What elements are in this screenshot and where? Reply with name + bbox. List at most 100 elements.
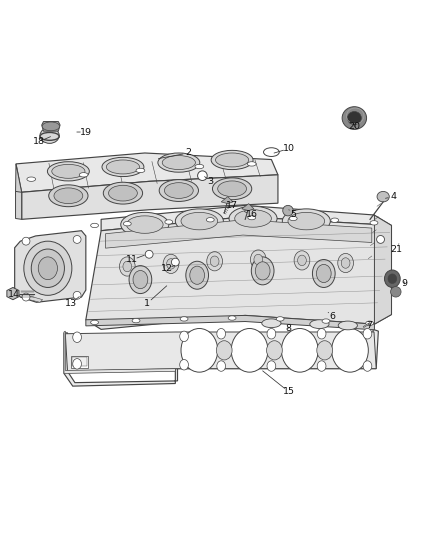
Text: 16: 16 [246,211,258,220]
Ellipse shape [171,258,179,266]
Text: 14: 14 [8,290,20,300]
Ellipse shape [132,318,140,323]
Ellipse shape [47,161,89,181]
Polygon shape [71,356,88,368]
Ellipse shape [254,254,263,265]
Ellipse shape [207,252,223,271]
Text: 8: 8 [286,324,292,333]
Ellipse shape [248,215,256,220]
Text: 20: 20 [348,122,360,131]
Ellipse shape [215,153,249,167]
Ellipse shape [377,191,389,202]
Ellipse shape [42,122,60,131]
Ellipse shape [228,316,236,320]
Text: 9: 9 [402,279,408,288]
Ellipse shape [129,265,152,294]
Ellipse shape [24,241,72,295]
Ellipse shape [52,164,85,179]
Text: 1: 1 [144,299,150,308]
Ellipse shape [289,216,297,221]
Polygon shape [72,357,87,367]
Polygon shape [64,331,175,374]
Text: 15: 15 [283,387,295,397]
Text: 7: 7 [367,321,373,330]
Text: 12: 12 [161,264,173,273]
Polygon shape [42,122,60,131]
Polygon shape [16,153,278,192]
Polygon shape [21,175,278,220]
Ellipse shape [317,328,326,339]
Ellipse shape [370,221,378,225]
Ellipse shape [255,262,270,280]
Polygon shape [65,332,376,372]
Ellipse shape [91,223,99,228]
Ellipse shape [22,237,30,245]
Ellipse shape [217,361,226,372]
Ellipse shape [267,328,276,339]
Ellipse shape [218,181,247,197]
Ellipse shape [31,249,64,287]
Ellipse shape [316,264,331,282]
Ellipse shape [109,185,138,201]
Ellipse shape [127,216,163,233]
Ellipse shape [216,341,232,360]
Ellipse shape [180,317,188,321]
Ellipse shape [267,361,276,372]
Ellipse shape [40,128,59,143]
Ellipse shape [195,164,204,169]
Ellipse shape [121,212,169,237]
Ellipse shape [385,270,400,287]
Ellipse shape [391,287,401,297]
Ellipse shape [123,261,132,272]
Ellipse shape [264,148,279,157]
Polygon shape [64,329,378,386]
Ellipse shape [79,173,88,177]
Text: 17: 17 [226,201,238,210]
Text: 6: 6 [329,312,336,321]
Ellipse shape [206,217,214,222]
Polygon shape [242,204,254,211]
Ellipse shape [247,161,256,166]
Ellipse shape [212,178,252,200]
Ellipse shape [231,328,268,372]
Ellipse shape [73,359,81,369]
Polygon shape [86,217,392,329]
Text: 3: 3 [207,177,213,186]
Ellipse shape [363,361,372,372]
Ellipse shape [180,359,188,370]
Polygon shape [106,220,372,248]
Text: 4: 4 [391,192,397,201]
Ellipse shape [136,168,145,173]
Polygon shape [15,164,21,220]
Ellipse shape [124,222,131,226]
Ellipse shape [322,319,330,323]
Polygon shape [221,197,233,204]
Ellipse shape [283,209,330,233]
Ellipse shape [297,255,306,265]
Ellipse shape [310,320,329,328]
Ellipse shape [210,256,219,266]
Ellipse shape [363,328,372,339]
Ellipse shape [120,257,135,276]
Ellipse shape [294,251,310,270]
Ellipse shape [377,236,385,244]
Polygon shape [15,191,21,220]
Ellipse shape [38,257,57,280]
Text: 2: 2 [185,149,191,157]
Ellipse shape [73,292,81,299]
Ellipse shape [162,156,195,169]
Text: 18: 18 [33,137,45,146]
Ellipse shape [331,218,339,222]
Text: 10: 10 [283,144,295,153]
Ellipse shape [163,254,179,273]
Ellipse shape [73,236,81,244]
Ellipse shape [54,188,83,204]
Ellipse shape [317,341,332,360]
Ellipse shape [103,182,143,204]
Ellipse shape [180,331,188,342]
Polygon shape [7,287,19,300]
Ellipse shape [166,259,175,269]
Text: 19: 19 [80,127,92,136]
Ellipse shape [276,317,284,321]
Ellipse shape [73,332,81,343]
